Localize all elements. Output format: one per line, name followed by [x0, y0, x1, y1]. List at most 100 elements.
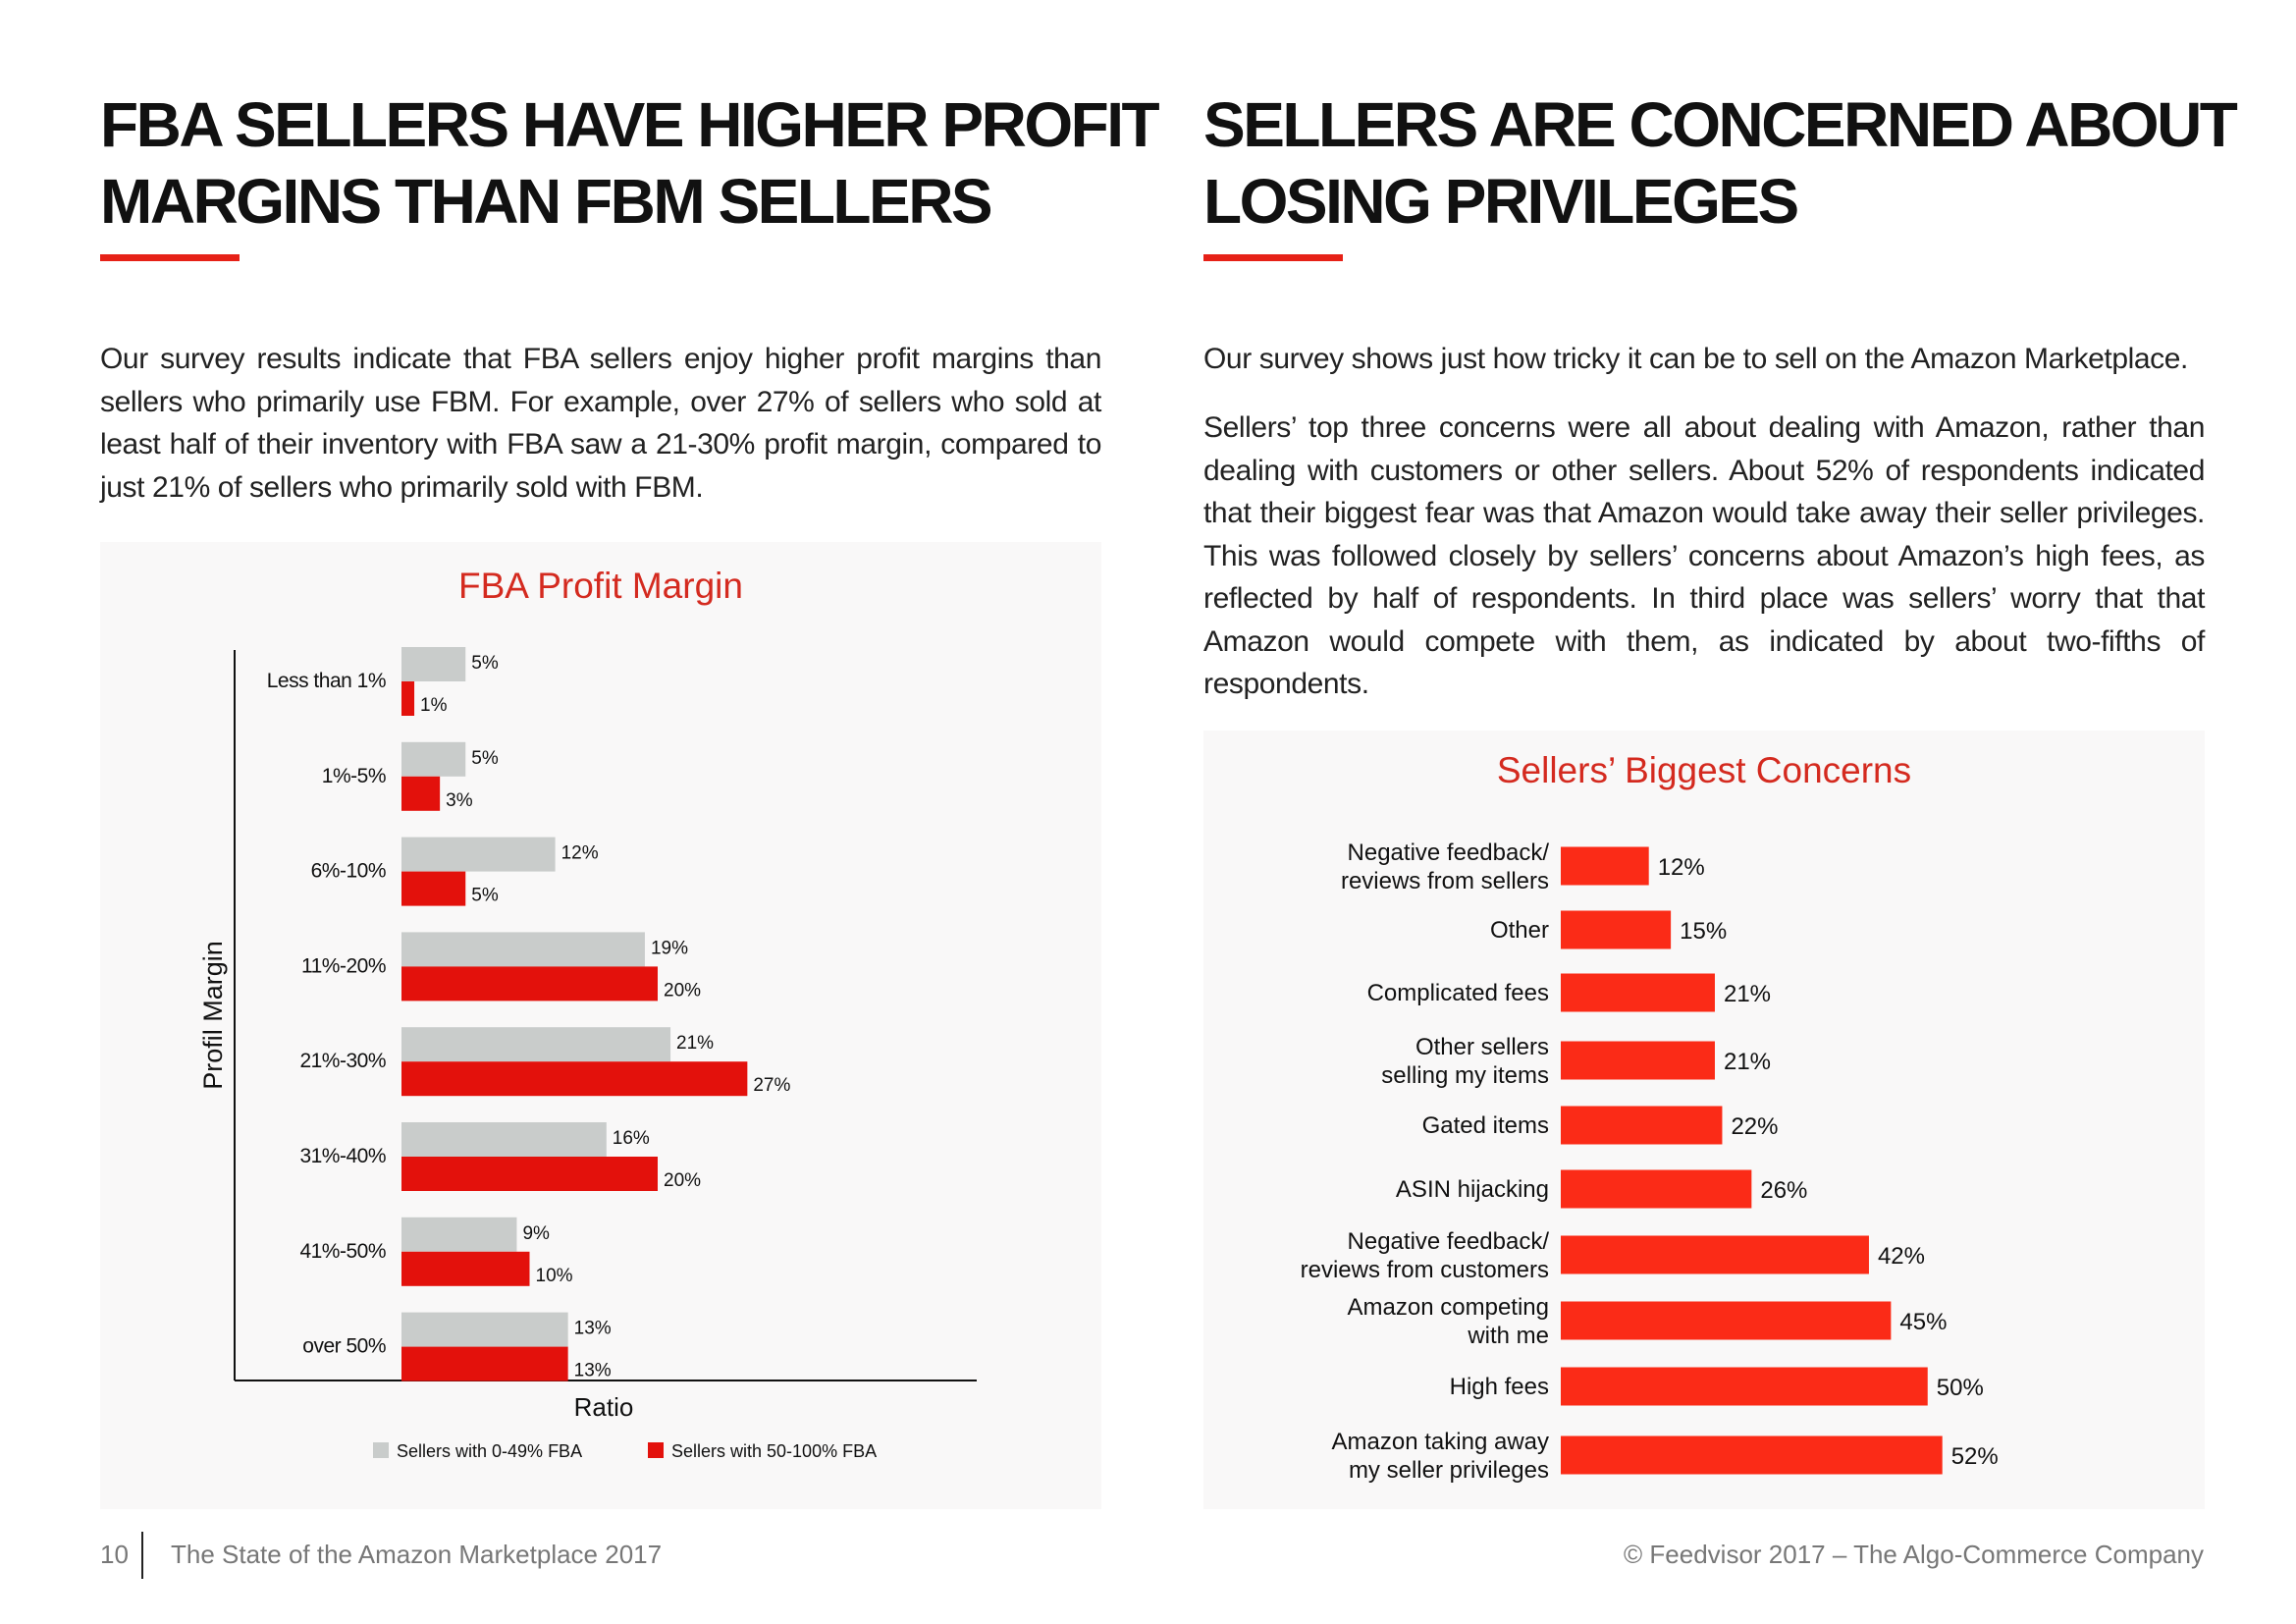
bar	[401, 1157, 658, 1191]
data-label: 20%	[664, 1170, 701, 1191]
x-axis-label: Ratio	[574, 1392, 634, 1422]
data-label: 5%	[471, 653, 499, 674]
bar	[401, 681, 415, 716]
category-label: 6%-10%	[311, 860, 386, 883]
data-label: 52%	[1951, 1443, 1999, 1470]
data-label: 3%	[446, 790, 473, 811]
legend-label: Sellers with 0-49% FBA	[397, 1441, 582, 1461]
concerns-chart-svg: 12% Negative feedback/reviews from seller…	[1301, 839, 1999, 1484]
concerns-chart-title: Sellers’ Biggest Concerns	[1496, 750, 1912, 790]
bar	[1561, 1041, 1715, 1080]
profit-margin-chart-title: FBA Profit Margin	[458, 566, 743, 606]
bar	[1561, 1435, 1943, 1475]
data-label: 19%	[651, 938, 688, 958]
bar	[401, 932, 645, 967]
right-heading-underline	[1203, 254, 1343, 261]
bar	[1561, 1235, 1869, 1274]
data-label: 10%	[536, 1266, 573, 1286]
category-label: Other sellers	[1415, 1034, 1549, 1060]
data-label: 27%	[753, 1075, 790, 1096]
footer-divider	[141, 1532, 143, 1579]
category-label: 41%-50%	[299, 1240, 386, 1263]
legend-swatch	[648, 1442, 664, 1458]
data-label: 16%	[613, 1128, 650, 1149]
bar	[401, 741, 466, 777]
left-body-text: Our survey results indicate that FBA sel…	[100, 343, 1101, 504]
bar	[401, 1027, 671, 1062]
bar	[401, 1122, 607, 1157]
footer-copyright: © Feedvisor 2017 – The Algo-Commerce Com…	[1624, 1540, 2204, 1569]
data-label: 21%	[1724, 1049, 1771, 1075]
data-label: 21%	[1724, 981, 1771, 1007]
category-label: Negative feedback/	[1348, 1228, 1550, 1255]
left-heading-underline	[100, 254, 240, 261]
category-label: Complicated fees	[1367, 980, 1549, 1006]
left-heading-line-1: FBA SELLERS HAVE HIGHER PROFIT	[100, 89, 1160, 160]
bar	[1561, 973, 1715, 1012]
category-label: over 50%	[302, 1335, 386, 1358]
data-label: 9%	[522, 1223, 550, 1244]
category-label: with me	[1467, 1323, 1549, 1349]
data-label: 15%	[1680, 918, 1727, 945]
category-label: Amazon taking away	[1332, 1429, 1549, 1455]
bar	[1561, 910, 1672, 949]
legend-label: Sellers with 50-100% FBA	[671, 1441, 877, 1461]
right-heading: SELLERS ARE CONCERNED ABOUT LOSING PRIVI…	[1203, 86, 2283, 240]
data-label: 20%	[664, 980, 701, 1001]
data-label: 22%	[1731, 1113, 1778, 1140]
y-axis-label: Profil Margin	[198, 941, 228, 1090]
right-heading-line-2: LOSING PRIVILEGES	[1203, 166, 1799, 237]
category-label: reviews from customers	[1301, 1257, 1549, 1283]
bar	[401, 1217, 517, 1252]
data-label: 13%	[574, 1319, 612, 1339]
bar	[1561, 1106, 1723, 1145]
category-label: Other	[1490, 917, 1549, 944]
bar	[401, 1312, 568, 1347]
concerns-chart: Sellers’ Biggest Concerns 12% Negative fe…	[1203, 731, 2205, 1509]
bar	[401, 966, 658, 1001]
data-label: 1%	[420, 695, 448, 716]
right-heading-line-1: SELLERS ARE CONCERNED ABOUT	[1203, 89, 2238, 160]
category-label: Amazon competing	[1348, 1294, 1549, 1321]
data-label: 50%	[1937, 1375, 1984, 1401]
category-label: High fees	[1450, 1374, 1549, 1400]
bar	[401, 776, 441, 811]
bar	[1561, 1301, 1892, 1340]
data-label: 12%	[561, 843, 599, 864]
left-heading: FBA SELLERS HAVE HIGHER PROFIT MARGINS T…	[100, 86, 1180, 240]
bar	[401, 1061, 748, 1097]
category-label: my seller privileges	[1349, 1457, 1549, 1484]
category-label: selling my items	[1381, 1062, 1549, 1089]
data-label: 26%	[1760, 1177, 1807, 1204]
bar	[1561, 1169, 1752, 1209]
profit-margin-chart-svg: Less than 1% 5% 1% 1%-5% 5% 3% 6%-10% 12% 5% 11%-…	[198, 647, 977, 1461]
bar	[401, 1251, 530, 1286]
bar	[1561, 1367, 1928, 1406]
category-label: 21%-30%	[299, 1050, 386, 1072]
bar	[401, 1346, 568, 1381]
data-label: 5%	[471, 748, 499, 769]
bar	[401, 871, 466, 906]
data-label: 21%	[676, 1033, 714, 1054]
category-label: reviews from sellers	[1341, 868, 1549, 894]
data-label: 45%	[1899, 1309, 1947, 1335]
profit-margin-chart: FBA Profit Margin Less than 1% 5% 1% 1%-5% 5…	[100, 542, 1101, 1509]
data-label: 42%	[1878, 1243, 1925, 1270]
page-number: 10	[100, 1540, 129, 1569]
footer-doc-title: The State of the Amazon Marketplace 2017	[171, 1540, 663, 1569]
category-label: Gated items	[1422, 1112, 1549, 1139]
right-body-intro: Our survey shows just how tricky it can …	[1203, 343, 2188, 375]
data-label: 12%	[1658, 854, 1705, 881]
category-label: 31%-40%	[299, 1145, 386, 1167]
right-body-text: Sellers’ top three concerns were all abo…	[1203, 411, 2205, 700]
bar	[1561, 846, 1649, 886]
category-label: 11%-20%	[301, 954, 386, 977]
category-label: Less than 1%	[267, 670, 386, 692]
bar	[401, 647, 466, 681]
data-label: 5%	[471, 886, 499, 906]
legend-swatch	[373, 1442, 389, 1458]
category-label: ASIN hijacking	[1396, 1176, 1549, 1203]
data-label: 13%	[574, 1361, 612, 1381]
bar	[401, 837, 556, 872]
category-label: Negative feedback/	[1348, 839, 1550, 866]
